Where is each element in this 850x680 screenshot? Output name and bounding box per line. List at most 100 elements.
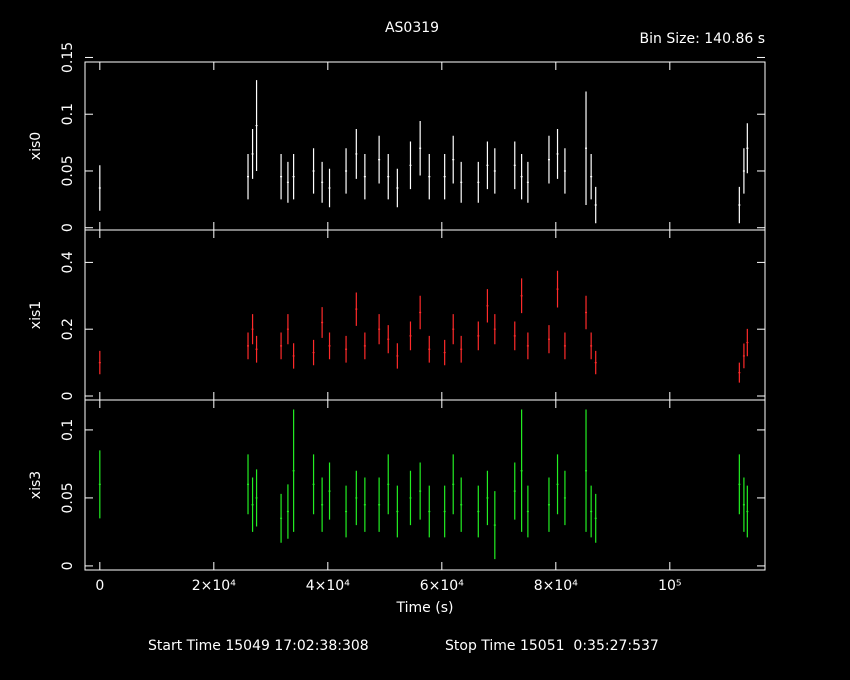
error-bar-point	[452, 454, 455, 515]
error-bar-point	[409, 321, 412, 351]
error-bar-point	[590, 153, 593, 200]
y-tick-label: 0.4	[60, 251, 76, 273]
error-bar-point	[355, 470, 358, 526]
x-tick-label: 10⁵	[658, 578, 681, 594]
error-bar-point	[585, 295, 588, 330]
error-bar-point	[286, 161, 289, 203]
y-tick-label: 0.15	[60, 42, 76, 73]
error-bar-point	[363, 153, 366, 200]
error-bar-point	[355, 128, 358, 179]
y-tick-label: 0	[60, 392, 76, 401]
error-bar-point	[255, 469, 258, 527]
error-bar-point	[452, 135, 455, 184]
error-bar-point	[98, 165, 101, 211]
error-bar-point	[247, 454, 250, 515]
error-bar-point	[520, 409, 523, 532]
error-bar-point	[328, 168, 331, 208]
error-bar-point	[738, 186, 741, 224]
error-bar-point	[378, 314, 381, 345]
error-bar-point	[428, 335, 431, 363]
error-bar-point	[428, 153, 431, 200]
error-bar-point	[378, 135, 381, 184]
error-bar-point	[419, 295, 422, 330]
error-bar-point	[345, 335, 348, 363]
x-tick-label: 8×10⁴	[534, 578, 578, 594]
error-bar-point	[486, 141, 489, 190]
error-bar-point	[556, 454, 559, 515]
error-bar-point	[247, 153, 250, 200]
error-bar-point	[513, 462, 516, 520]
error-bar-point	[251, 128, 254, 179]
error-bar-point	[585, 409, 588, 532]
error-bar-point	[594, 350, 597, 375]
error-bar-point	[321, 307, 324, 338]
error-bar-point	[513, 321, 516, 351]
error-bar-point	[443, 339, 446, 366]
error-bar-point	[594, 186, 597, 224]
error-bar-point	[520, 153, 523, 200]
error-bar-point	[738, 454, 741, 515]
error-bar-point	[443, 485, 446, 538]
x-tick-label: 0	[95, 578, 104, 594]
y-axis-label: xis3	[28, 471, 44, 499]
error-bar-point	[563, 148, 566, 194]
error-bar-point	[563, 332, 566, 360]
error-bar-point	[255, 335, 258, 363]
error-bar-point	[419, 462, 422, 520]
error-bar-point	[520, 278, 523, 314]
error-bar-point	[387, 153, 390, 200]
error-bar-point	[396, 343, 399, 369]
error-bar-point	[328, 332, 331, 360]
error-bar-point	[363, 332, 366, 360]
error-bar-point	[251, 314, 254, 345]
error-bar-point	[247, 332, 250, 360]
error-bar-point	[746, 485, 749, 538]
error-bar-point	[486, 289, 489, 323]
panel-frame	[84, 61, 766, 231]
error-bar-point	[98, 350, 101, 375]
panel-frame	[84, 399, 766, 571]
error-bar-point	[387, 454, 390, 515]
error-bar-point	[292, 153, 295, 200]
error-bar-point	[409, 470, 412, 526]
error-bar-point	[746, 328, 749, 357]
error-bar-point	[493, 314, 496, 345]
error-bar-point	[742, 148, 745, 194]
error-bar-point	[312, 454, 315, 515]
error-bar-point	[321, 477, 324, 532]
error-bar-point	[396, 485, 399, 538]
error-bar-point	[493, 148, 496, 194]
error-bar-point	[280, 332, 283, 360]
error-bar-point	[585, 91, 588, 206]
error-bar-point	[460, 477, 463, 532]
error-bar-point	[321, 161, 324, 203]
error-bar-point	[443, 153, 446, 200]
y-tick-label: 0.1	[60, 103, 76, 125]
error-bar-point	[742, 343, 745, 369]
error-bar-point	[556, 270, 559, 308]
error-bar-point	[590, 332, 593, 360]
error-bar-point	[738, 362, 741, 383]
error-bar-point	[280, 493, 283, 543]
y-tick-label: 0.05	[60, 482, 76, 513]
error-bar-point	[526, 332, 529, 360]
error-bar-point	[477, 161, 480, 203]
error-bar-point	[742, 477, 745, 532]
panel-frame	[84, 229, 766, 401]
error-bar-point	[280, 153, 283, 200]
y-tick-label: 0.05	[60, 155, 76, 186]
error-bar-point	[477, 321, 480, 351]
error-bar-point	[312, 148, 315, 194]
error-bar-point	[251, 477, 254, 532]
start-time: Start Time 15049 17:02:38:308	[148, 638, 369, 654]
y-tick-label: 0.1	[60, 419, 76, 441]
error-bar-point	[409, 141, 412, 190]
error-bar-point	[286, 484, 289, 539]
y-tick-label: 0.2	[60, 318, 76, 340]
error-bar-point	[98, 450, 101, 519]
x-tick-label: 6×10⁴	[420, 578, 464, 594]
error-bar-point	[387, 325, 390, 354]
y-tick-label: 0	[60, 561, 76, 570]
error-bar-point	[312, 339, 315, 366]
error-bar-point	[286, 314, 289, 345]
